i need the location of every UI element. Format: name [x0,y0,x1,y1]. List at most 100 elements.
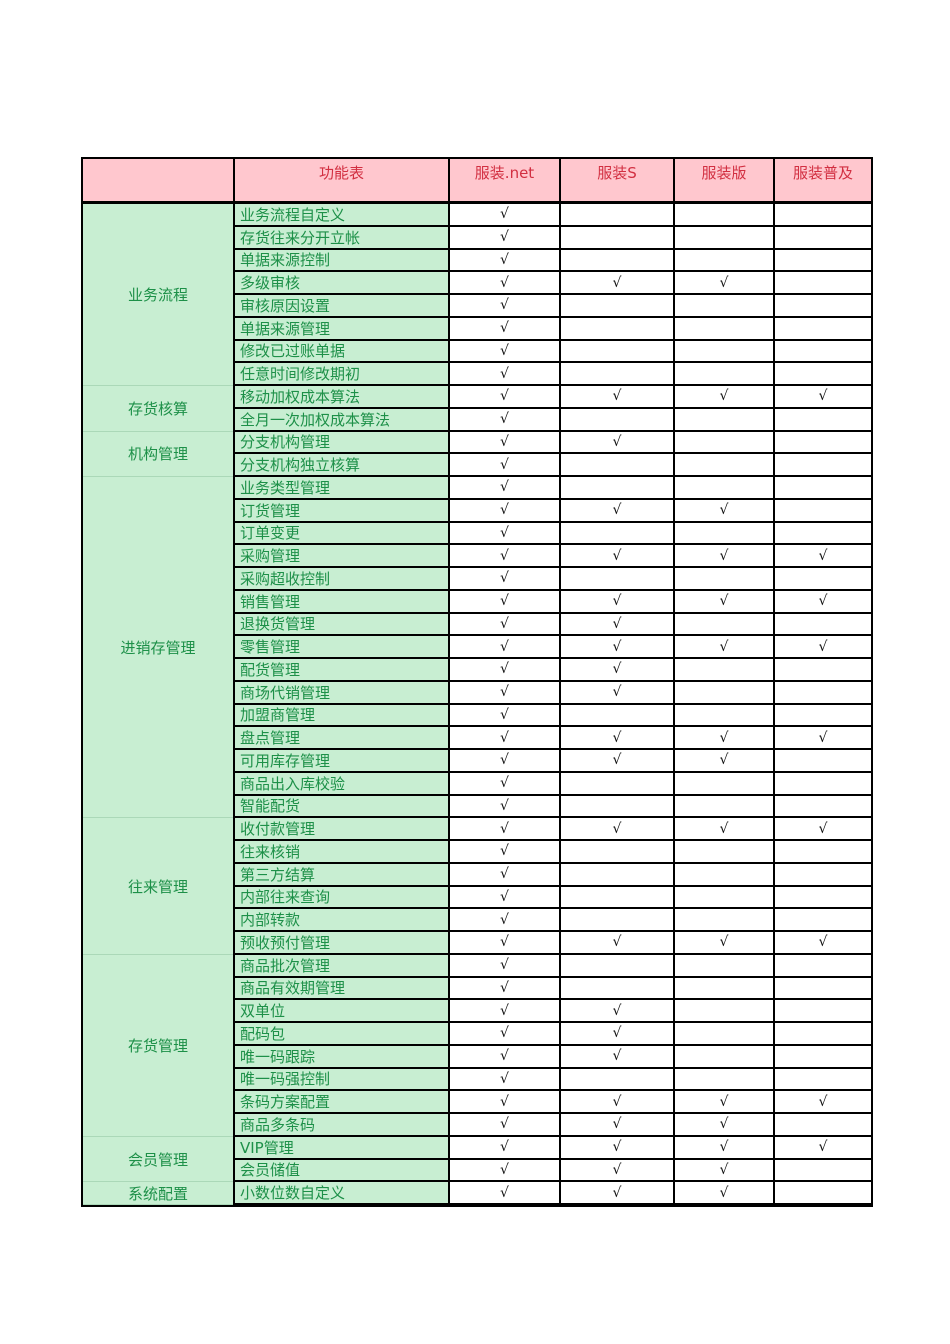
check-cell-empty [673,363,773,386]
check-cell-checked: √ [448,1023,559,1046]
feature-cell: 多级审核 [233,272,448,295]
group-label-cell: 系统配置 [83,1182,233,1205]
check-cell-checked: √ [559,1114,673,1137]
check-cell-checked: √ [559,1045,673,1069]
feature-cell: 业务类型管理 [233,477,448,500]
check-cell-empty [773,226,871,250]
check-cell-empty [559,863,673,887]
check-cell-empty [673,204,773,227]
check-cell-checked: √ [448,909,559,932]
check-cell-empty [773,431,871,455]
check-cell-checked: √ [559,499,673,523]
check-cell-empty [559,568,673,591]
feature-cell: 退换货管理 [233,613,448,637]
check-cell-empty [673,317,773,341]
check-cell-empty [773,249,871,273]
check-cell-empty [673,886,773,910]
check-cell-checked: √ [448,272,559,295]
check-cell-empty [773,795,871,819]
check-cell-checked: √ [559,932,673,955]
check-cell-checked: √ [448,772,559,796]
check-cell-checked: √ [673,1114,773,1137]
check-cell-empty [773,522,871,546]
check-cell-empty [773,681,871,705]
feature-cell: 订货管理 [233,499,448,523]
check-cell-checked: √ [448,431,559,455]
check-cell-empty [559,841,673,864]
check-cell-empty [559,454,673,477]
check-cell-empty [559,909,673,932]
check-cell-checked: √ [559,750,673,773]
check-cell-checked: √ [559,818,673,841]
check-cell-checked: √ [448,1068,559,1092]
check-cell-empty [673,1045,773,1069]
group-label-cell: 会员管理 [83,1136,233,1183]
check-cell-checked: √ [448,636,559,659]
check-cell-checked: √ [448,1159,559,1183]
check-cell-empty [773,454,871,477]
group-label-cell: 往来管理 [83,818,233,955]
check-cell-checked: √ [448,659,559,682]
check-cell-checked: √ [559,1091,673,1114]
check-cell-checked: √ [448,454,559,477]
check-cell-empty [773,363,871,386]
feature-cell: 内部转款 [233,909,448,932]
header-product-fuzhuang-net: 服装.net [448,159,559,204]
check-cell-empty [673,909,773,932]
check-cell-empty [673,704,773,728]
check-cell-empty [773,272,871,295]
check-cell-empty [773,613,871,637]
feature-cell: 采购超收控制 [233,568,448,591]
feature-cell: 唯一码跟踪 [233,1045,448,1069]
check-cell-checked: √ [448,704,559,728]
group-label-cell: 机构管理 [83,431,233,477]
check-cell-checked: √ [559,545,673,568]
check-cell-checked: √ [673,1182,773,1205]
check-cell-checked: √ [448,590,559,614]
check-cell-empty [773,204,871,227]
check-cell-checked: √ [448,386,559,409]
group-label-cell: 存货管理 [83,954,233,1137]
check-cell-checked: √ [448,226,559,250]
feature-cell: 智能配货 [233,795,448,819]
check-cell-empty [559,522,673,546]
check-cell-empty [559,226,673,250]
header-product-fuzhuang-ban: 服装版 [673,159,773,204]
feature-cell: 移动加权成本算法 [233,386,448,409]
check-cell-empty [673,1000,773,1023]
check-cell-checked: √ [773,727,871,750]
feature-table: 功能表 服装.net 服装S 服装版 服装普及 业务流程 业务流程自定义 √ 存货往来… [81,157,873,1207]
check-cell-checked: √ [448,1091,559,1114]
check-cell-checked: √ [673,545,773,568]
feature-cell: 采购管理 [233,545,448,568]
check-cell-checked: √ [773,818,871,841]
check-cell-empty [673,249,773,273]
feature-cell: 小数位数自定义 [233,1182,448,1205]
header-product-fuzhuang-s: 服装S [559,159,673,204]
feature-cell: 配码包 [233,1023,448,1046]
header-corner-cell [83,159,233,204]
check-cell-checked: √ [673,590,773,614]
check-cell-empty [673,613,773,637]
feature-cell: 往来核销 [233,841,448,864]
feature-cell: 双单位 [233,1000,448,1023]
check-cell-checked: √ [448,568,559,591]
check-cell-empty [673,772,773,796]
check-cell-empty [559,340,673,364]
check-cell-empty [773,1023,871,1046]
feature-cell: 唯一码强控制 [233,1068,448,1092]
check-cell-empty [773,408,871,432]
check-cell-empty [673,295,773,318]
check-cell-checked: √ [773,636,871,659]
check-cell-empty [673,340,773,364]
check-cell-checked: √ [559,431,673,455]
check-cell-empty [773,295,871,318]
check-cell-checked: √ [448,204,559,227]
feature-cell: 配货管理 [233,659,448,682]
check-cell-empty [773,863,871,887]
check-cell-checked: √ [673,1159,773,1183]
check-cell-checked: √ [448,249,559,273]
feature-cell: 收付款管理 [233,818,448,841]
check-cell-checked: √ [673,1136,773,1160]
check-cell-checked: √ [673,1091,773,1114]
